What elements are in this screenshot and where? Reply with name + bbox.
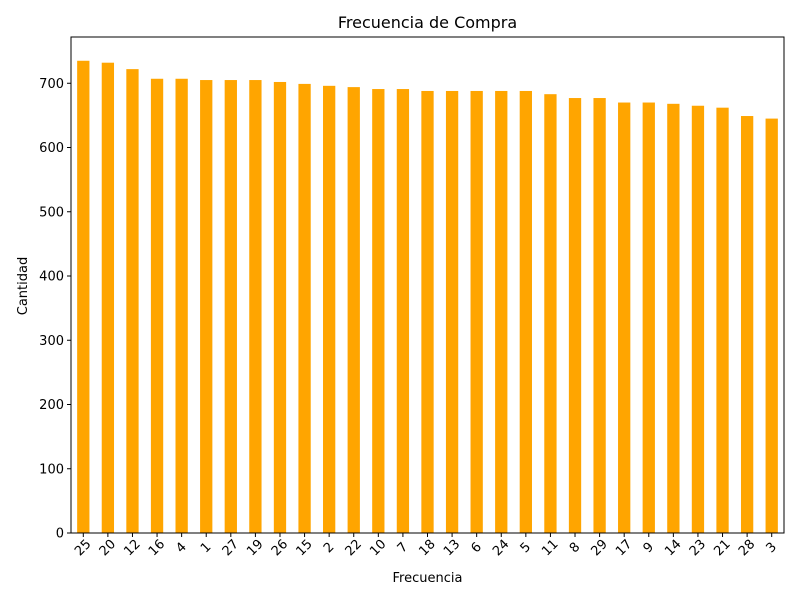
x-tick-label: 2 xyxy=(321,540,337,556)
x-axis-ticks: 25 20 12 16 4 1 27 19 26 15 2 22 10 7 18 13 6 24 5 11 8 29 17 9… xyxy=(72,533,780,559)
bar-12 xyxy=(126,69,139,533)
bar-23 xyxy=(691,105,705,533)
bar-22 xyxy=(347,87,360,534)
y-tick-label: 600 xyxy=(39,141,64,156)
x-tick-label: 15 xyxy=(293,537,315,559)
y-tick-label: 300 xyxy=(39,334,64,349)
bar-19 xyxy=(249,80,262,533)
x-tick-label: 17 xyxy=(613,537,635,559)
y-tick-label: 700 xyxy=(39,77,64,92)
x-tick-label: 6 xyxy=(468,540,484,556)
plot-frame xyxy=(70,36,785,534)
y-tick-label: 100 xyxy=(39,462,64,477)
x-tick-label: 18 xyxy=(416,537,438,559)
bar-11 xyxy=(544,94,557,534)
bar-27 xyxy=(224,80,237,533)
x-tick-label: 3 xyxy=(763,540,779,556)
bar-26 xyxy=(273,81,287,533)
x-tick-label: 19 xyxy=(244,537,266,559)
bar-1 xyxy=(200,80,213,533)
x-tick-label: 21 xyxy=(711,537,733,559)
bar-8 xyxy=(568,98,582,534)
bar-5 xyxy=(519,90,532,534)
y-tick-label: 400 xyxy=(39,270,64,285)
bar-13 xyxy=(445,90,459,534)
bar-15 xyxy=(298,83,311,534)
y-axis-ticks: 0 100 200 300 400 500 600 700 xyxy=(39,77,71,542)
bar-17 xyxy=(618,102,631,533)
bar-16 xyxy=(150,78,164,533)
y-tick-label: 500 xyxy=(39,205,64,220)
bar-20 xyxy=(101,62,115,533)
x-tick-label: 11 xyxy=(539,537,561,559)
x-tick-label: 24 xyxy=(490,537,512,559)
x-tick-label: 28 xyxy=(736,537,758,559)
bar-29 xyxy=(593,98,606,534)
bar-14 xyxy=(667,103,680,533)
x-tick-label: 13 xyxy=(441,537,463,559)
x-tick-label: 7 xyxy=(395,540,411,556)
bars-group xyxy=(77,60,778,534)
x-tick-label: 22 xyxy=(343,537,365,559)
bar-4 xyxy=(175,78,188,533)
x-tick-label: 20 xyxy=(97,537,119,559)
x-tick-label: 27 xyxy=(220,537,242,559)
x-tick-label: 14 xyxy=(662,537,684,559)
bar-25 xyxy=(77,60,90,533)
bar-7 xyxy=(396,89,410,534)
x-tick-label: 26 xyxy=(269,537,291,559)
bar-9 xyxy=(642,102,655,533)
bar-18 xyxy=(421,90,434,534)
chart-title: Frecuencia de Compra xyxy=(338,13,517,32)
x-tick-label: 12 xyxy=(121,537,143,559)
x-tick-label: 29 xyxy=(588,537,610,559)
bar-3 xyxy=(765,118,778,533)
bar-28 xyxy=(740,116,754,533)
x-tick-label: 25 xyxy=(72,537,94,559)
x-tick-label: 1 xyxy=(198,540,214,556)
x-tick-label: 5 xyxy=(518,540,534,556)
x-tick-label: 8 xyxy=(567,540,583,556)
bar-10 xyxy=(372,89,385,534)
bar-24 xyxy=(495,90,508,534)
bar-6 xyxy=(470,90,483,534)
y-axis-label: Cantidad xyxy=(16,257,31,315)
x-tick-label: 4 xyxy=(173,540,189,556)
y-tick-label: 0 xyxy=(56,527,64,542)
x-tick-label: 9 xyxy=(641,540,657,556)
bar-2 xyxy=(323,85,336,534)
x-tick-label: 10 xyxy=(367,537,389,559)
x-axis-label: Frecuencia xyxy=(393,571,463,586)
bar-21 xyxy=(716,107,729,533)
x-tick-label: 16 xyxy=(146,537,168,559)
x-tick-label: 23 xyxy=(687,537,709,559)
y-tick-label: 200 xyxy=(39,398,64,413)
